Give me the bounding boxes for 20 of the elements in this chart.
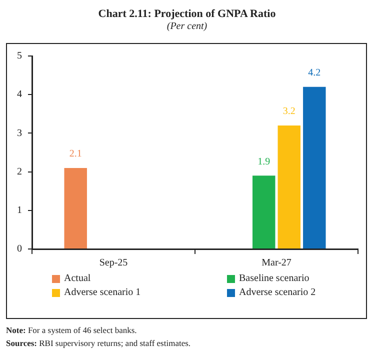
x-tick-label: Sep-25: [99, 258, 128, 269]
y-tick-label: 2: [17, 166, 22, 178]
y-tick-label: 5: [17, 50, 22, 62]
data-label: 4.2: [308, 68, 321, 79]
y-tick-label: 0: [17, 244, 22, 255]
legend-label: Adverse scenario 1: [64, 287, 141, 298]
y-tick-label: 3: [17, 128, 22, 139]
data-label: 3.2: [282, 106, 296, 118]
source-note: Sources: RBI supervisory returns; and staff estimates.: [6, 337, 191, 350]
data-label: 1.9: [258, 156, 270, 168]
y-tick-label: 1: [17, 205, 22, 216]
y-tick-label: 4: [17, 89, 22, 100]
chart-title: Chart 2.11: Projection of GNPA Ratio: [97, 8, 277, 20]
legend-label: Actual: [64, 273, 91, 284]
chart-subtitle: (Per cent): [166, 21, 208, 32]
data-label: 2.1: [69, 148, 82, 160]
x-tick-label: Mar-27: [262, 258, 292, 269]
text: Note: For a system of 46 select banks.: [6, 324, 138, 337]
legend-label: Baseline scenario: [239, 273, 310, 284]
legend-label: Adverse scenario 2: [239, 287, 316, 298]
